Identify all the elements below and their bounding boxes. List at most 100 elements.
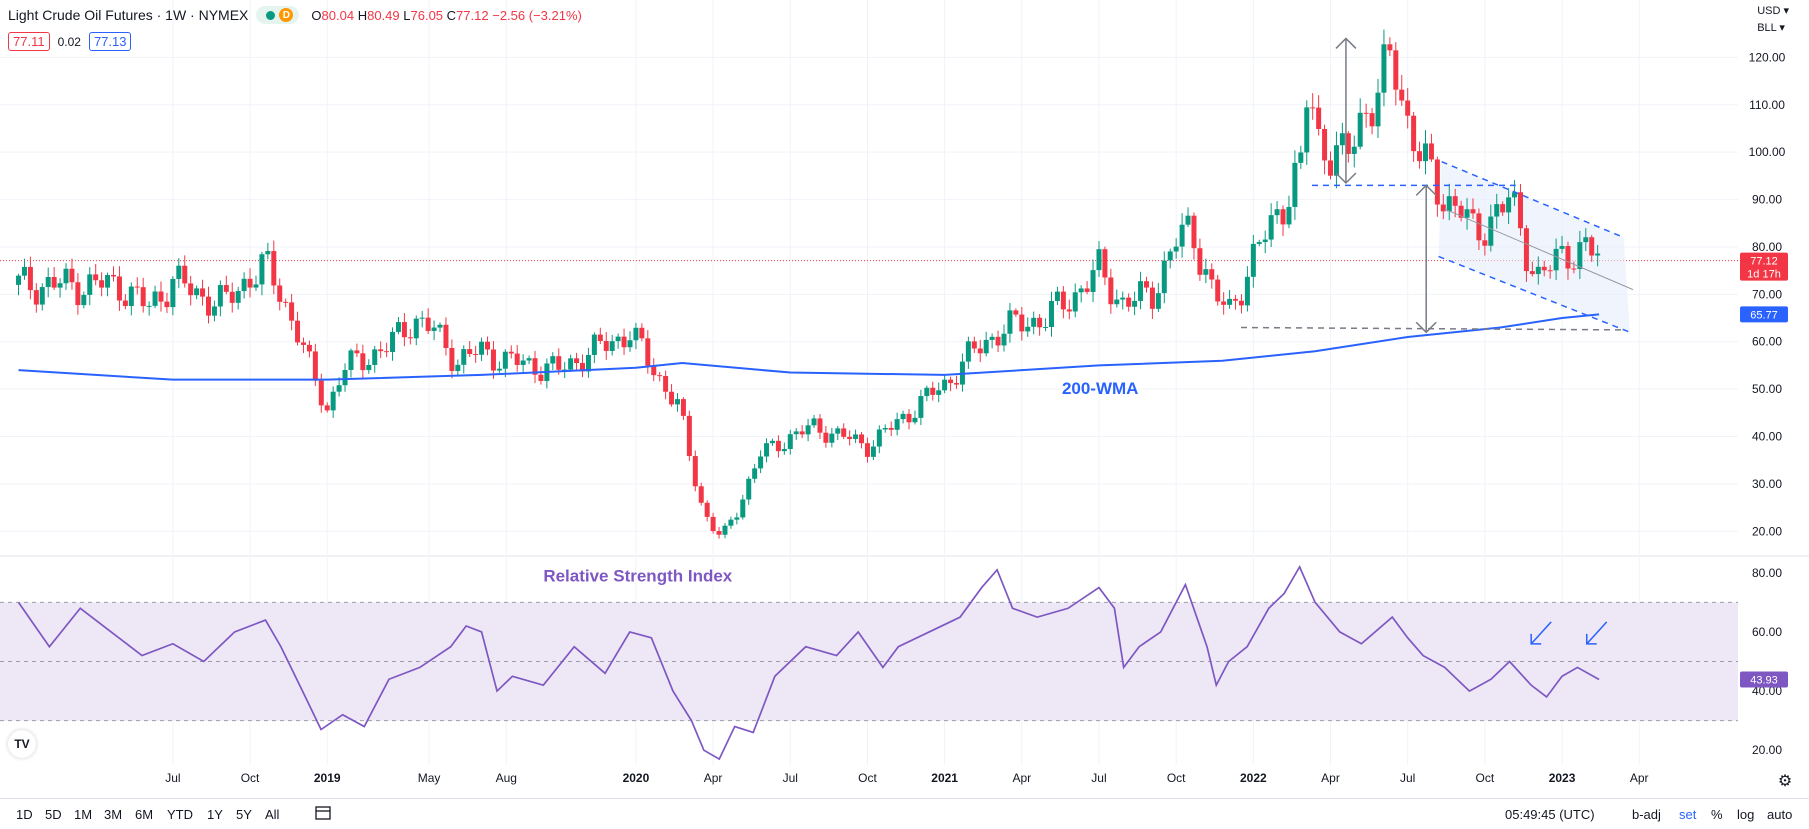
percent-toggle[interactable]: % — [1711, 807, 1723, 822]
time-axis-label: Jul — [1400, 771, 1415, 785]
candle-body — [847, 436, 853, 440]
last-price-badge — [1740, 252, 1788, 281]
candle-body — [1464, 209, 1470, 218]
candle-body — [686, 415, 692, 457]
candle-body — [1535, 266, 1541, 275]
candle-body — [651, 365, 657, 376]
chart-canvas[interactable]: 20.00 30.00 40.00 50.00 60.00 70.00 80.00 90.00… — [0, 0, 1809, 798]
candle-body — [752, 468, 758, 479]
candle-body — [971, 341, 977, 349]
timeframe-1y[interactable]: 1Y — [207, 807, 223, 822]
candle-body — [674, 399, 680, 405]
last-price-badge-text: 77.12 — [1750, 256, 1778, 268]
candle-body — [1268, 215, 1274, 240]
time-axis-label: Jul — [1091, 771, 1106, 785]
candle-body — [526, 358, 532, 361]
price-axis-label: 20.00 — [1752, 524, 1782, 538]
candle-body — [390, 331, 396, 352]
candle-body — [21, 266, 27, 276]
auto-toggle[interactable]: auto — [1767, 807, 1793, 822]
price-axis-label: 70.00 — [1752, 287, 1782, 301]
candle-body — [1227, 298, 1233, 305]
candle-body — [1583, 237, 1589, 243]
candle-body — [490, 349, 496, 371]
timeframe-1d[interactable]: 1D — [16, 807, 33, 822]
clock-time[interactable]: 05:49:45 (UTC) — [1505, 807, 1595, 822]
symbol-title[interactable]: Light Crude Oil Futures · 1W · NYMEX — [8, 7, 249, 23]
candle-body — [1476, 213, 1482, 241]
candle-body — [1428, 143, 1434, 160]
currency-selector[interactable]: USD ▾ — [1757, 5, 1789, 17]
wma-200-line — [18, 313, 1600, 381]
unit-selector[interactable]: BLL ▾ — [1757, 22, 1785, 34]
candle-body — [1589, 237, 1595, 256]
candle-body — [888, 427, 894, 430]
time-axis-label: 2022 — [1240, 771, 1267, 785]
candle-body — [1345, 133, 1351, 154]
candle-body — [87, 274, 93, 295]
candle-body — [289, 302, 295, 321]
candle-body — [1500, 204, 1506, 213]
candle-body — [1090, 270, 1096, 292]
tradingview-logo[interactable]: TV — [8, 730, 36, 758]
candle-body — [27, 266, 33, 291]
rsi-arrow-head — [1585, 633, 1597, 645]
timeframe-5y[interactable]: 5Y — [236, 807, 252, 822]
timeframe-1m[interactable]: 1M — [74, 807, 93, 822]
candle-body — [1126, 297, 1132, 307]
buy-price-button[interactable]: 77.13 — [88, 32, 132, 51]
candle-body — [627, 340, 633, 348]
candle-body — [1108, 277, 1114, 305]
candle-body — [758, 456, 764, 469]
candle-body — [936, 390, 942, 395]
candle-body — [692, 456, 698, 487]
candle-body — [1037, 317, 1043, 328]
market-status-pill[interactable]: D — [256, 6, 300, 24]
candle-body — [817, 418, 823, 433]
timeframe-3m[interactable]: 3M — [104, 807, 123, 822]
timeframe-6m[interactable]: 6M — [135, 807, 154, 822]
candle-body — [378, 349, 384, 352]
timeframe-all[interactable]: All — [265, 807, 280, 822]
candle-body — [1013, 310, 1019, 315]
candle-body — [811, 418, 817, 426]
candle-body — [740, 499, 746, 518]
candle-body — [900, 413, 906, 420]
candle-body — [1007, 310, 1013, 334]
wma-annotation: 200-WMA — [1062, 379, 1139, 398]
candle-body — [1393, 50, 1399, 90]
candle-body — [449, 348, 455, 371]
candle-body — [912, 417, 918, 423]
timeframe-ytd[interactable]: YTD — [167, 807, 193, 822]
measure-arrow-right-head-top — [1415, 184, 1437, 196]
candle-body — [1357, 112, 1363, 147]
candle-body — [989, 336, 995, 340]
candle-body — [1221, 301, 1227, 305]
date-range-icon[interactable] — [314, 804, 332, 825]
b-adj-toggle[interactable]: b-adj — [1632, 807, 1661, 822]
candle-body — [473, 354, 479, 356]
log-toggle[interactable]: log — [1737, 807, 1755, 822]
candle-body — [645, 338, 651, 366]
candle-body — [1375, 92, 1381, 127]
candle-body — [425, 317, 431, 331]
candle-body — [764, 443, 770, 457]
candle-body — [769, 440, 775, 444]
candle-body — [805, 425, 811, 435]
candle-body — [775, 440, 781, 452]
candle-body — [508, 351, 514, 354]
candle-body — [395, 322, 401, 332]
timeframe-5d[interactable]: 5D — [45, 807, 62, 822]
candle-body — [1470, 209, 1476, 214]
candle-body — [568, 358, 574, 370]
rsi-band — [0, 602, 1738, 721]
candle-body — [876, 429, 882, 447]
set-toggle[interactable]: set — [1679, 807, 1697, 822]
candle-body — [1031, 317, 1037, 327]
time-axis-label: May — [418, 771, 441, 785]
candle-body — [152, 291, 158, 306]
price-axis-label: 40.00 — [1752, 430, 1782, 444]
candle-body — [1541, 266, 1547, 271]
sell-price-button[interactable]: 77.11 — [8, 32, 50, 51]
candle-body — [1244, 276, 1250, 306]
